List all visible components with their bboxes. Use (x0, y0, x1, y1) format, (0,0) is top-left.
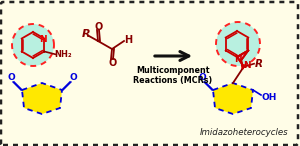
Text: O: O (108, 58, 117, 68)
Ellipse shape (216, 22, 260, 66)
Text: N: N (234, 55, 242, 64)
FancyBboxPatch shape (1, 2, 298, 145)
Text: Imidazoheterocycles: Imidazoheterocycles (200, 128, 288, 137)
Text: O: O (7, 73, 15, 82)
Text: R: R (255, 59, 263, 69)
Text: N: N (39, 35, 47, 44)
Text: H: H (124, 35, 132, 45)
Text: NH₂: NH₂ (54, 50, 72, 59)
Polygon shape (213, 83, 253, 114)
Text: N: N (243, 61, 251, 70)
Text: O: O (69, 73, 77, 82)
Text: O: O (94, 22, 103, 32)
Polygon shape (22, 83, 62, 114)
Ellipse shape (12, 24, 54, 66)
Text: OH: OH (261, 93, 277, 101)
Text: O: O (198, 73, 206, 82)
Text: R: R (82, 29, 90, 39)
Text: Multicomponent
Reactions (MCRs): Multicomponent Reactions (MCRs) (134, 66, 213, 85)
Polygon shape (237, 51, 248, 68)
